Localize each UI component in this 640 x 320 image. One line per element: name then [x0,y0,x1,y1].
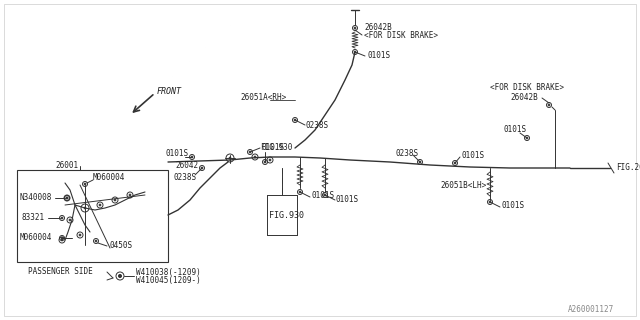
Circle shape [69,219,71,221]
Circle shape [454,162,456,164]
Circle shape [269,159,271,161]
Text: M060004: M060004 [20,234,52,243]
Circle shape [526,137,528,139]
Circle shape [254,156,256,158]
Circle shape [99,204,101,206]
Circle shape [66,197,68,199]
Circle shape [118,275,122,277]
Text: M060004: M060004 [93,172,125,181]
Text: 0101S: 0101S [462,151,485,161]
Text: 26001: 26001 [55,161,78,170]
Circle shape [294,119,296,121]
Text: 26042B: 26042B [510,92,538,101]
Text: 0238S: 0238S [306,121,329,130]
Circle shape [84,207,86,209]
Circle shape [191,156,193,158]
Text: W410045(1209-): W410045(1209-) [136,276,201,284]
Circle shape [354,51,356,53]
Text: <FOR DISK BRAKE>: <FOR DISK BRAKE> [364,31,438,41]
Circle shape [299,191,301,193]
Text: N340008: N340008 [20,194,52,203]
Text: 26051B<LH>: 26051B<LH> [440,180,486,189]
Circle shape [79,234,81,236]
Text: W410038(-1209): W410038(-1209) [136,268,201,276]
Circle shape [324,194,326,196]
Text: <FOR DISK BRAKE>: <FOR DISK BRAKE> [490,84,564,92]
Text: FRONT: FRONT [157,86,182,95]
Circle shape [489,201,491,203]
Text: 0450S: 0450S [110,242,133,251]
Text: 0101S: 0101S [261,142,284,151]
Text: 0101S: 0101S [311,191,334,201]
Text: 0101S: 0101S [503,125,526,134]
Circle shape [354,27,356,29]
Circle shape [264,161,266,163]
Text: FIG.263: FIG.263 [616,163,640,172]
Text: 0238S: 0238S [174,173,197,182]
Text: PASSENGER SIDE: PASSENGER SIDE [28,268,93,276]
Text: 26042B: 26042B [364,23,392,33]
Text: 0101S: 0101S [336,195,359,204]
Circle shape [66,197,68,199]
Circle shape [114,199,116,201]
Text: 0101S: 0101S [165,148,188,157]
Text: 0238S: 0238S [395,148,418,157]
Circle shape [61,217,63,219]
Text: 26042: 26042 [175,161,198,170]
Circle shape [61,237,63,239]
Text: FIG.930: FIG.930 [269,211,304,220]
Text: FIG.930: FIG.930 [260,143,292,153]
Circle shape [548,104,550,106]
Text: 83321: 83321 [22,213,45,222]
Circle shape [419,161,421,163]
Circle shape [129,194,131,196]
Text: A260001127: A260001127 [568,306,614,315]
Circle shape [61,239,63,241]
Circle shape [229,157,231,159]
Text: 0101S: 0101S [501,202,524,211]
Circle shape [84,183,86,185]
Circle shape [95,240,97,242]
Bar [17,170,168,262]
Circle shape [249,151,251,153]
Text: 26051A<RH>: 26051A<RH> [240,92,286,101]
Circle shape [201,167,203,169]
Text: 0101S: 0101S [367,51,390,60]
